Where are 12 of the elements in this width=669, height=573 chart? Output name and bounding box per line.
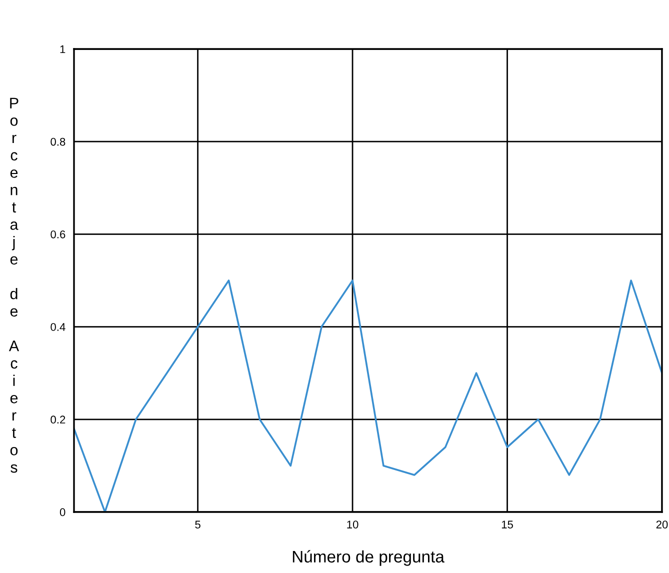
y-tick-label: 0.8: [50, 138, 66, 146]
y-tick-label: 0: [60, 508, 66, 516]
y-tick-label: 0.4: [50, 323, 66, 331]
x-tick-label: 15: [502, 520, 513, 528]
text: Porcentaje de Aciertos: [8, 98, 20, 473]
y-tick-label: 0.6: [50, 230, 66, 238]
y-tick-label: 1: [60, 45, 66, 54]
x-tick-label: 5: [195, 520, 200, 528]
x-axis-title: Número de pregunta: [292, 550, 444, 566]
x-tick-label: 10: [347, 520, 358, 528]
x-tick-label: 20: [656, 520, 668, 528]
y-tick-label: 0.2: [50, 416, 66, 424]
